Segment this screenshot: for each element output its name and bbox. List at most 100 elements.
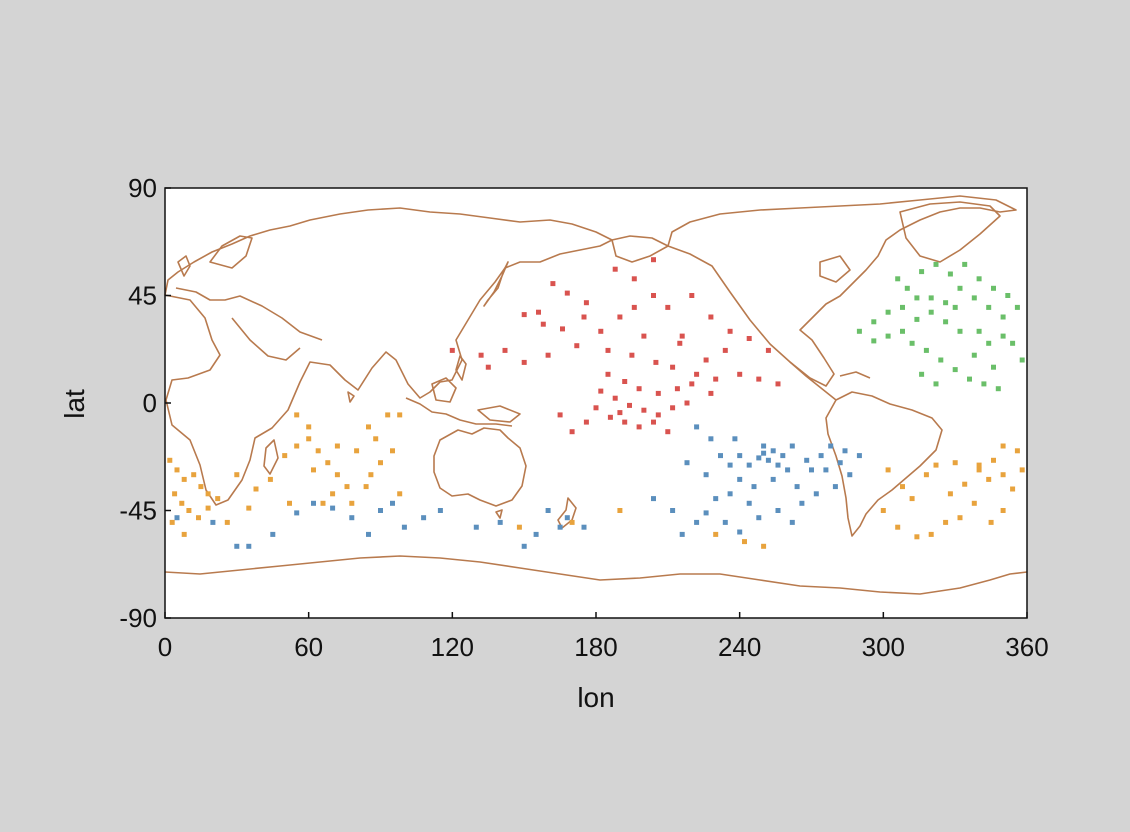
data-point-s0-36 xyxy=(627,402,632,408)
data-point-s1-43 xyxy=(856,453,862,459)
data-point-s1-49 xyxy=(521,543,527,549)
data-point-s1-59 xyxy=(349,515,355,521)
data-point-s0-32 xyxy=(674,386,680,392)
data-point-s2-10 xyxy=(205,505,211,511)
data-point-s1-62 xyxy=(294,510,300,516)
data-point-s2-13 xyxy=(181,531,187,537)
data-point-s1-52 xyxy=(473,524,479,530)
x-tick-label: 360 xyxy=(1005,632,1048,662)
data-point-s3-14 xyxy=(943,300,949,306)
data-point-s2-20 xyxy=(306,436,312,442)
data-point-s0-7 xyxy=(598,328,604,334)
data-point-s0-29 xyxy=(622,379,628,384)
data-point-s1-39 xyxy=(761,443,767,449)
data-point-s3-24 xyxy=(967,376,972,382)
y-axis-label: lat xyxy=(59,389,90,419)
data-point-s0-35 xyxy=(612,395,618,401)
data-point-s3-9 xyxy=(1014,304,1020,310)
tasmania-coastline xyxy=(495,509,503,519)
data-point-s0-61 xyxy=(612,266,618,272)
data-point-s0-65 xyxy=(617,410,623,416)
data-point-s3-12 xyxy=(971,295,977,301)
data-point-s1-53 xyxy=(437,508,443,513)
data-point-s2-41 xyxy=(900,484,905,490)
data-point-s2-29 xyxy=(311,467,316,473)
arabia-coastline xyxy=(231,317,301,361)
data-point-s3-0 xyxy=(895,276,901,282)
data-point-s0-9 xyxy=(631,304,637,310)
x-axis: 0 60 120 180 240 300 360 xyxy=(158,612,1049,662)
data-point-s0-13 xyxy=(708,314,714,320)
data-point-s2-49 xyxy=(1000,472,1006,478)
data-point-s1-47 xyxy=(581,524,587,530)
data-point-s2-42 xyxy=(909,496,915,502)
data-point-s1-40 xyxy=(789,443,795,449)
data-point-s2-75 xyxy=(334,443,340,449)
data-point-s2-44 xyxy=(933,462,939,468)
data-point-s3-38 xyxy=(919,371,925,377)
data-point-s0-39 xyxy=(670,405,676,411)
y-tick-label: -90 xyxy=(119,603,157,633)
data-point-s0-19 xyxy=(605,347,611,353)
data-point-s2-46 xyxy=(962,481,968,487)
hudson-bay-coastline xyxy=(819,255,851,283)
data-point-s2-60 xyxy=(895,524,901,530)
data-point-s2-25 xyxy=(330,491,336,497)
data-point-s3-8 xyxy=(1005,293,1011,298)
eurasia-africa-coastline xyxy=(164,207,613,506)
data-point-s1-2 xyxy=(737,453,743,459)
data-point-s0-59 xyxy=(722,347,728,353)
data-point-s1-50 xyxy=(557,524,563,530)
data-point-s2-28 xyxy=(294,412,300,418)
data-point-s2-3 xyxy=(191,472,197,478)
data-point-s1-37 xyxy=(694,424,700,430)
data-point-s1-69 xyxy=(770,476,776,482)
data-point-s2-55 xyxy=(971,500,977,506)
data-point-s3-31 xyxy=(943,319,949,325)
data-point-s1-58 xyxy=(366,531,371,537)
data-point-s2-59 xyxy=(914,534,920,540)
data-point-s2-74 xyxy=(397,491,403,497)
data-point-s3-28 xyxy=(986,340,992,346)
data-point-s0-15 xyxy=(746,336,752,341)
data-point-s1-30 xyxy=(832,484,838,490)
data-point-s3-32 xyxy=(928,295,934,301)
data-point-s3-15 xyxy=(928,309,934,315)
data-point-s0-30 xyxy=(636,386,642,392)
data-point-s2-15 xyxy=(234,472,240,478)
data-point-s0-47 xyxy=(583,419,589,425)
data-point-s0-23 xyxy=(694,371,700,377)
data-point-s1-68 xyxy=(746,500,752,506)
alaska-coastline xyxy=(611,235,669,263)
data-point-s1-45 xyxy=(545,508,551,513)
data-point-s3-37 xyxy=(856,328,862,334)
data-point-s2-32 xyxy=(373,436,379,442)
data-point-s2-69 xyxy=(742,539,747,545)
data-point-s1-7 xyxy=(770,448,776,454)
data-point-s2-66 xyxy=(516,524,522,530)
data-point-s3-27 xyxy=(971,352,977,358)
data-point-s0-3 xyxy=(521,312,527,318)
data-point-s3-33 xyxy=(914,295,920,301)
data-point-s2-22 xyxy=(325,460,331,466)
y-tick-label: 90 xyxy=(128,173,157,203)
data-point-s3-39 xyxy=(933,381,939,387)
data-point-s2-5 xyxy=(205,491,211,497)
data-point-s2-6 xyxy=(172,491,178,497)
y-tick-label: 0 xyxy=(143,388,157,418)
antarctica-coastline xyxy=(164,555,1028,595)
data-point-s3-20 xyxy=(909,340,915,346)
data-point-s1-3 xyxy=(746,462,752,468)
data-point-s1-17 xyxy=(670,508,676,513)
data-point-s2-51 xyxy=(1019,467,1025,473)
data-point-s2-71 xyxy=(617,508,623,513)
data-point-s2-19 xyxy=(294,443,300,449)
data-point-s2-68 xyxy=(713,531,719,537)
data-point-s1-55 xyxy=(401,524,407,530)
greenland-coastline xyxy=(899,201,1001,263)
data-point-s0-31 xyxy=(655,390,661,396)
south-america-coastline xyxy=(825,391,943,537)
data-point-s2-21 xyxy=(315,448,321,454)
data-point-s0-58 xyxy=(703,357,709,363)
data-point-s2-26 xyxy=(320,500,326,506)
